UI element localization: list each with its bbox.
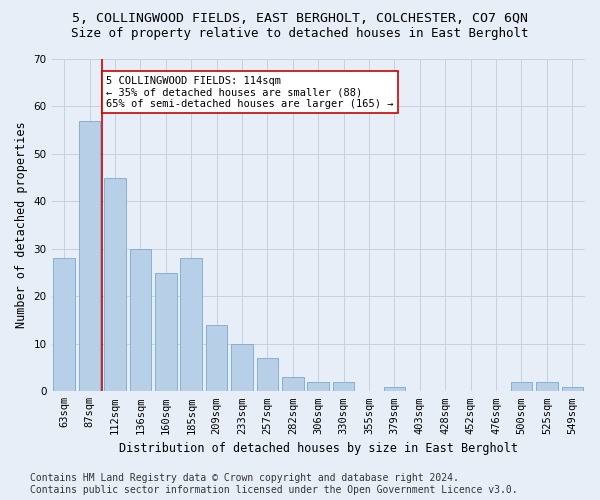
Bar bbox=[155, 272, 176, 392]
Bar bbox=[333, 382, 355, 392]
Text: 5 COLLINGWOOD FIELDS: 114sqm
← 35% of detached houses are smaller (88)
65% of se: 5 COLLINGWOOD FIELDS: 114sqm ← 35% of de… bbox=[106, 76, 394, 109]
Bar bbox=[536, 382, 557, 392]
Bar bbox=[282, 377, 304, 392]
Bar bbox=[307, 382, 329, 392]
Bar bbox=[511, 382, 532, 392]
Bar bbox=[231, 344, 253, 392]
Bar bbox=[53, 258, 75, 392]
Bar bbox=[206, 325, 227, 392]
Bar bbox=[104, 178, 126, 392]
Bar bbox=[257, 358, 278, 392]
Bar bbox=[562, 386, 583, 392]
Bar bbox=[79, 120, 100, 392]
Y-axis label: Number of detached properties: Number of detached properties bbox=[15, 122, 28, 328]
Text: 5, COLLINGWOOD FIELDS, EAST BERGHOLT, COLCHESTER, CO7 6QN: 5, COLLINGWOOD FIELDS, EAST BERGHOLT, CO… bbox=[72, 12, 528, 26]
Text: Contains HM Land Registry data © Crown copyright and database right 2024.
Contai: Contains HM Land Registry data © Crown c… bbox=[30, 474, 518, 495]
Bar bbox=[383, 386, 405, 392]
X-axis label: Distribution of detached houses by size in East Bergholt: Distribution of detached houses by size … bbox=[119, 442, 518, 455]
Bar bbox=[181, 258, 202, 392]
Text: Size of property relative to detached houses in East Bergholt: Size of property relative to detached ho… bbox=[71, 28, 529, 40]
Bar bbox=[130, 249, 151, 392]
